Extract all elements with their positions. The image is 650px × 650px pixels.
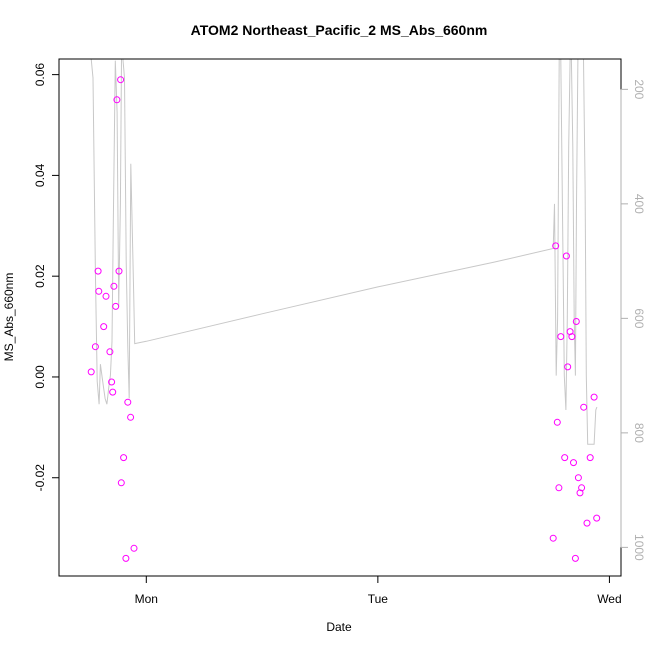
data-point	[557, 333, 565, 341]
data-point	[124, 398, 132, 406]
data-point	[571, 554, 579, 562]
right-tick-label: 600	[632, 308, 646, 328]
data-point	[127, 413, 135, 421]
x-tick-label: Wed	[597, 592, 621, 606]
data-point	[120, 454, 128, 462]
data-point	[562, 252, 570, 260]
data-point	[94, 267, 102, 275]
data-point	[561, 454, 569, 462]
data-point	[593, 514, 601, 522]
y-tick-label: 0.04	[33, 163, 47, 187]
data-point	[100, 323, 108, 331]
data-point	[87, 368, 95, 376]
y-tick-label: 0.02	[33, 264, 47, 288]
data-point	[578, 484, 586, 492]
data-point	[568, 333, 576, 341]
data-point	[574, 474, 582, 482]
chart-title: ATOM2 Northeast_Pacific_2 MS_Abs_660nm	[191, 22, 488, 38]
data-point	[122, 554, 130, 562]
data-point	[117, 76, 125, 84]
data-point	[570, 459, 577, 467]
right-tick-label: 1000	[632, 534, 646, 561]
data-point	[555, 484, 563, 492]
series-points-layer	[87, 76, 601, 562]
data-point	[583, 519, 591, 527]
data-point	[102, 292, 110, 300]
x-tick-label: Mon	[135, 592, 158, 606]
series-line-1	[90, 59, 598, 445]
data-point	[95, 287, 103, 295]
data-point	[110, 282, 118, 290]
data-point	[572, 318, 580, 325]
data-point	[109, 388, 117, 396]
data-point	[108, 378, 116, 386]
x-axis: Mon Tue Wed	[135, 576, 622, 606]
x-axis-label: Date	[326, 620, 352, 634]
y-axis-label: MS_Abs_660nm	[2, 273, 16, 362]
right-axis: 200 400 600 800 1000	[620, 79, 646, 561]
data-point	[580, 403, 588, 411]
right-tick-label: 400	[632, 194, 646, 214]
y-axis: -0.02 0.00 0.02 0.04 0.06	[33, 63, 59, 492]
data-point	[112, 302, 120, 310]
y-tick-label: 0.06	[33, 63, 47, 87]
y-tick-label: -0.02	[33, 464, 47, 492]
series-line-layer	[90, 59, 598, 445]
y-tick-label: 0.00	[33, 365, 47, 389]
x-tick-label: Tue	[368, 592, 389, 606]
data-point	[564, 363, 572, 371]
data-point	[91, 343, 99, 351]
data-point	[117, 479, 125, 487]
data-point	[586, 454, 594, 462]
data-point	[549, 534, 557, 542]
data-point	[106, 348, 114, 356]
data-point	[553, 418, 561, 426]
data-point	[590, 393, 598, 401]
right-tick-label: 800	[632, 423, 646, 443]
data-point	[113, 96, 121, 104]
data-point	[552, 242, 560, 250]
right-tick-label: 200	[632, 79, 646, 99]
data-point	[115, 267, 123, 275]
data-point	[130, 544, 138, 552]
